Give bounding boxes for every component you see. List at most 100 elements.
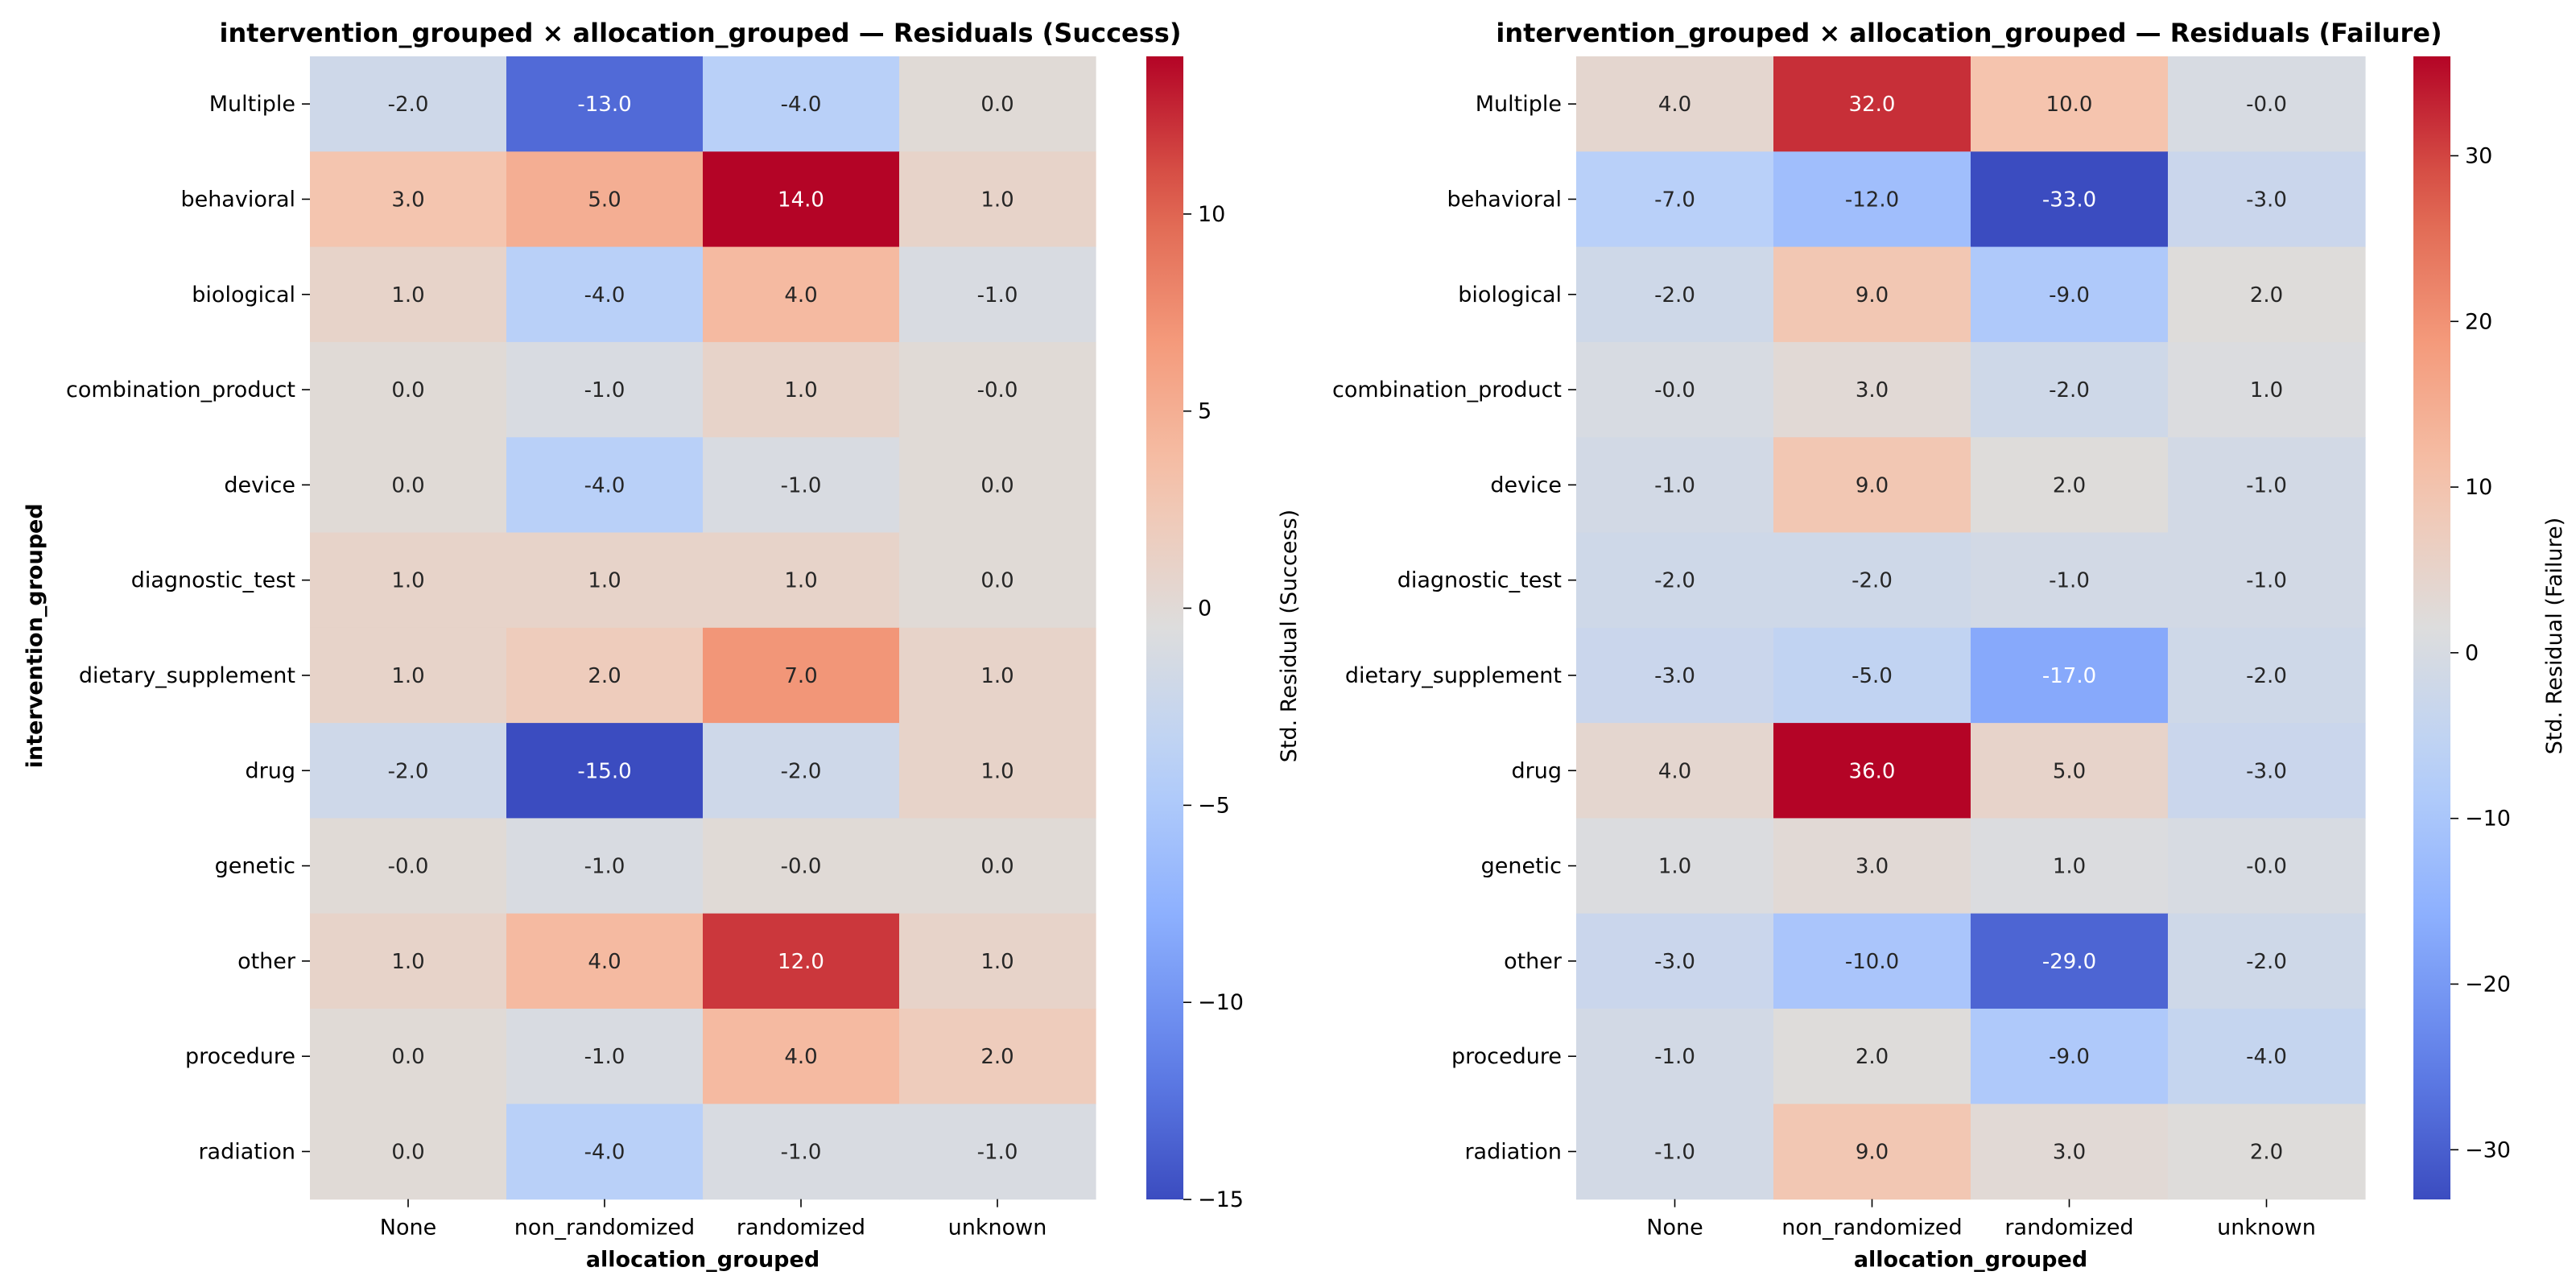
heatmap-cell [2168,913,2366,1009]
cell-value-label: -3.0 [2246,188,2287,212]
cell-value-label: 4.0 [1658,759,1691,783]
x-tick-label: None [1646,1216,1703,1241]
colorbar [2413,56,2450,1199]
heatmap-cell [1576,1009,1774,1104]
heatmap-cell [310,56,507,152]
cell-value-label: 1.0 [980,759,1013,783]
cell-value-label: 2.0 [1856,1045,1889,1069]
heatmap-cell [899,246,1096,343]
y-tick-label: diagnostic_test [131,568,295,593]
heatmap-cell [1576,151,1774,248]
heatmap-cell [2168,151,2366,248]
heatmap-cell [1773,723,1971,819]
heatmap-cell [899,913,1096,1009]
cell-value-label: 36.0 [1849,759,1896,783]
x-axis-label: allocation_grouped [586,1248,819,1273]
cell-value-label: 7.0 [784,664,817,688]
cell-value-label: 1.0 [391,569,424,593]
y-tick-label: biological [192,283,295,308]
cell-value-label: 5.0 [2053,759,2086,783]
cell-value-label: -1.0 [2246,569,2287,593]
cell-value-label: -2.0 [2049,378,2090,402]
cell-value-label: 9.0 [1856,283,1889,308]
heatmap-cell [506,818,704,914]
cell-value-label: -1.0 [2049,569,2090,593]
heatmap-cell [2168,1009,2366,1104]
x-tick-label: unknown [948,1216,1047,1241]
cell-value-label: 0.0 [980,855,1013,879]
heatmap-panel-success: -2.0 -13.0 -4.0 0.0 3.0 5.0 14.0 1.0 1.0 -4.0 4.0 -… [23,18,1302,1273]
heatmap-cell [2168,627,2366,724]
cell-value-label: -33.0 [2042,188,2096,212]
cell-value-label: -9.0 [2049,1045,2090,1069]
y-tick-label: other [237,949,296,974]
cell-value-label: 0.0 [980,473,1013,497]
cell-value-label: 1.0 [784,378,817,402]
cell-value-label: 2.0 [2250,1140,2283,1164]
heatmap-cell [2168,818,2366,914]
heatmap-cell [310,246,507,343]
heatmap-cell [1971,532,2169,629]
heatmap-cell [1971,437,2169,534]
heatmap-cell [1971,818,2169,914]
cell-value-label: -17.0 [2042,664,2096,688]
heatmap-cell [1971,341,2169,438]
cell-value-label: 4.0 [1658,93,1691,117]
colorbar-tick-label: −20 [2465,972,2511,997]
x-tick-label: None [380,1216,436,1241]
heatmap-cell [506,627,704,724]
cell-value-label: -5.0 [1852,664,1893,688]
cell-value-label: -1.0 [1654,1140,1695,1164]
colorbar-tick-label: 10 [1198,202,1225,227]
cell-value-label: 1.0 [391,664,424,688]
colorbar-tick-label: −10 [2465,807,2511,832]
heatmap-cell [506,151,704,248]
colorbar-tick-label: 20 [2465,309,2492,334]
y-tick-label: procedure [1451,1044,1562,1069]
cell-value-label: -1.0 [584,1045,625,1069]
heatmap-cell [310,437,507,534]
cell-value-label: 0.0 [391,1045,424,1069]
heatmap-cell [899,437,1096,534]
heatmap-cell [899,151,1096,248]
y-tick-label: behavioral [180,187,295,212]
cell-value-label: -13.0 [577,93,631,117]
cell-value-label: 1.0 [2053,855,2086,879]
heatmap-cell [1576,341,1774,438]
heatmap-cell [1773,818,1971,914]
heatmap-cell [703,341,900,438]
heatmap-cell [2168,246,2366,343]
colorbar [1146,56,1183,1199]
cell-value-label: 1.0 [391,950,424,974]
heatmap-cell [310,913,507,1009]
heatmap-cell [899,723,1096,819]
cell-value-label: 1.0 [1658,855,1691,879]
heatmap-cell [1576,1104,1774,1200]
cell-value-label: -1.0 [781,473,822,497]
cell-value-label: -4.0 [584,1140,625,1164]
cell-value-label: 12.0 [778,950,824,974]
cell-value-label: -0.0 [781,855,822,879]
cell-value-label: -4.0 [584,473,625,497]
cell-value-label: -0.0 [1654,378,1695,402]
heatmap-panel-failure: 4.0 32.0 10.0 -0.0 -7.0 -12.0 -33.0 -3.0 -2.0 9.0… [1332,18,2567,1273]
heatmap-cell [1773,437,1971,534]
heatmap-cell [703,913,900,1009]
y-tick-label: genetic [215,854,295,879]
cell-value-label: -12.0 [1845,188,1899,212]
cell-value-label: -1.0 [977,283,1018,308]
heatmap-cell [899,627,1096,724]
cell-value-label: -7.0 [1654,188,1695,212]
cell-value-label: 4.0 [588,950,621,974]
cell-value-label: 1.0 [980,664,1013,688]
y-tick-label: Multiple [1476,92,1562,117]
heatmap-cell [1773,1009,1971,1104]
heatmap-cell [506,56,704,152]
cell-value-label: -2.0 [1654,569,1695,593]
colorbar-tick-label: 0 [1198,597,1212,621]
heatmap-cell [703,723,900,819]
heatmap-cell [1971,246,2169,343]
colorbar-tick-label: 5 [1198,399,1212,424]
heatmap-cell [1773,532,1971,629]
